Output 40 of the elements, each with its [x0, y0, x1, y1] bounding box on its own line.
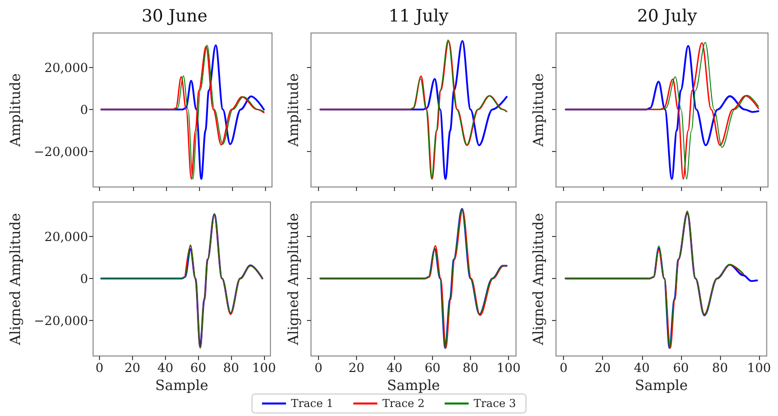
x-tick-label: 80 — [462, 360, 479, 375]
x-tick-label: 80 — [712, 360, 728, 375]
x-tick-label: 40 — [634, 360, 650, 375]
y-tick-label: −20,000 — [34, 313, 88, 328]
x-tick-label: 80 — [223, 360, 240, 375]
x-tick-label: 20 — [348, 360, 364, 375]
y-axis-title: Amplitude — [286, 73, 302, 148]
x-tick-label: 0 — [560, 360, 568, 375]
y-tick-label: 0 — [80, 270, 88, 286]
y-axis-title: Aligned Amplitude — [286, 213, 302, 346]
y-tick-label: 0 — [80, 102, 88, 117]
x-tick-label: 0 — [96, 360, 104, 375]
chart-title: 30 June — [142, 6, 208, 26]
y-tick-label: 20,000 — [44, 60, 88, 75]
x-tick-label: 60 — [672, 360, 689, 375]
y-axis-title: Aligned Amplitude — [531, 213, 547, 346]
x-tick-label: 60 — [190, 360, 206, 375]
x-tick-label: 0 — [314, 360, 322, 375]
y-tick-label: 20,000 — [44, 228, 88, 244]
x-tick-label: 100 — [496, 360, 521, 375]
x-tick-label: 60 — [424, 360, 441, 375]
y-tick-label: −20,000 — [34, 144, 88, 160]
y-axis-title: Amplitude — [8, 73, 24, 148]
x-axis-title: Sample — [387, 378, 440, 394]
x-tick-label: 40 — [157, 360, 174, 375]
chart-title: 11 July — [388, 6, 449, 26]
x-tick-label: 40 — [386, 360, 402, 375]
y-axis-title: Amplitude — [531, 73, 547, 148]
legend-label: Trace 1 — [291, 397, 334, 410]
x-tick-label: 100 — [252, 360, 276, 375]
x-tick-label: 20 — [124, 360, 140, 375]
chart-title: 20 July — [637, 6, 698, 26]
legend-label: Trace 3 — [474, 397, 516, 410]
x-tick-label: 20 — [594, 360, 611, 375]
y-axis-title: Aligned Amplitude — [8, 213, 24, 346]
x-tick-label: 100 — [747, 360, 772, 375]
x-axis-title: Sample — [155, 378, 208, 394]
legend-label: Trace 2 — [382, 397, 425, 410]
line-series — [184, 214, 264, 349]
x-axis-title: Sample — [634, 378, 688, 394]
